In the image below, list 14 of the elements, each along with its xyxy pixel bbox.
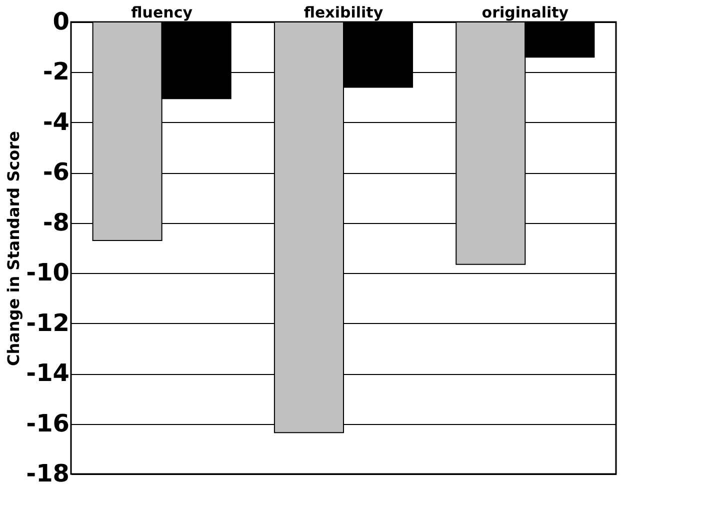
x-tick-label: originality bbox=[482, 4, 569, 22]
x-tick-label: fluency bbox=[131, 4, 193, 22]
y-axis-title: Change in Standard Score bbox=[4, 130, 24, 366]
y-tick-label: -12 bbox=[26, 308, 70, 337]
y-tick-label: -2 bbox=[42, 58, 70, 86]
y-tick-label: -10 bbox=[26, 258, 70, 287]
x-tick-label: flexibility bbox=[304, 4, 384, 22]
y-tick-label: -8 bbox=[42, 208, 70, 236]
y-tick-label: -14 bbox=[26, 359, 70, 388]
y-tick-label: -4 bbox=[42, 108, 70, 136]
y-tick-label: -6 bbox=[42, 158, 70, 186]
y-tick-label: -16 bbox=[26, 409, 70, 438]
y-tick-label: -18 bbox=[26, 460, 70, 488]
y-tick-label: 0 bbox=[52, 8, 70, 36]
